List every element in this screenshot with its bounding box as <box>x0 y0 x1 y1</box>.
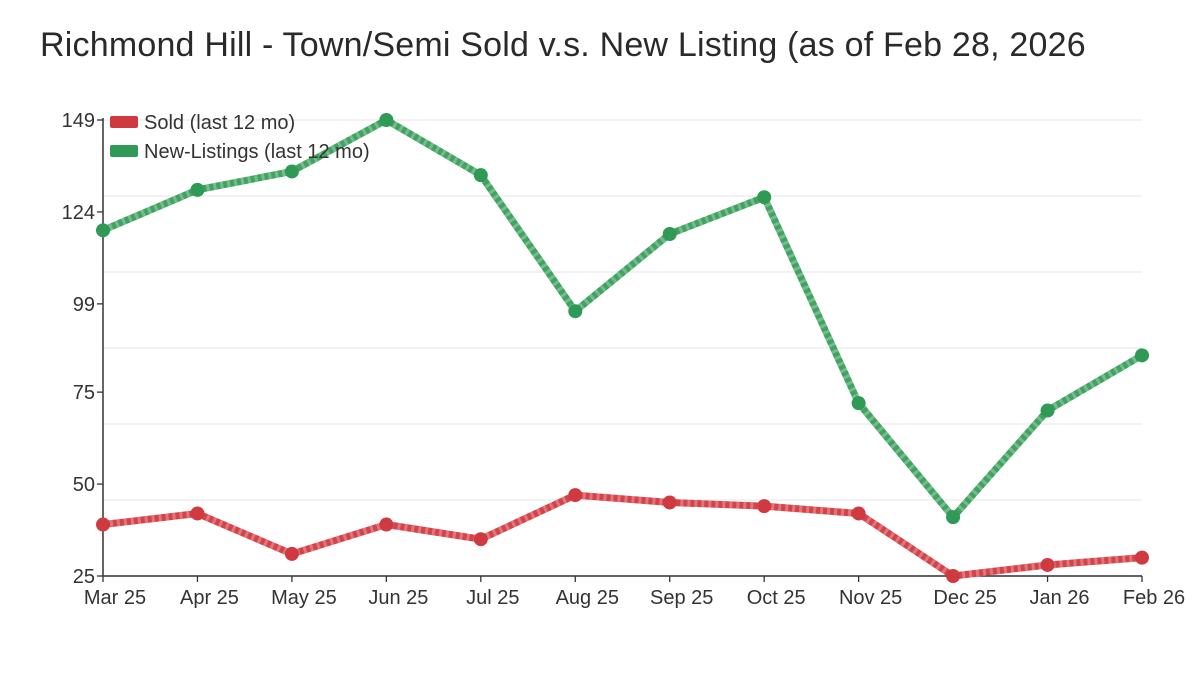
x-tick-label: Sep 25 <box>650 587 713 609</box>
x-axis: Mar 25 Apr 25 May 25 Jun 25 Jul 25 Aug 25 Sep … <box>84 576 1185 609</box>
data-point[interactable] <box>473 168 488 183</box>
legend-item[interactable]: Sold (last 12 mo) <box>110 112 295 134</box>
data-point[interactable] <box>284 546 299 561</box>
x-tick-label: Oct 25 <box>747 587 806 609</box>
x-tick-label: Aug 25 <box>556 587 619 609</box>
data-point[interactable] <box>1135 348 1149 363</box>
data-point[interactable] <box>1135 550 1149 565</box>
data-point[interactable] <box>851 396 866 411</box>
data-point[interactable] <box>662 495 677 510</box>
series-new-listings <box>96 113 1149 525</box>
x-tick-label: May 25 <box>271 587 337 609</box>
legend: Sold (last 12 mo) New-Listings (last 12 m… <box>110 112 370 163</box>
data-point[interactable] <box>379 113 394 127</box>
data-point[interactable] <box>1040 557 1055 572</box>
data-point[interactable] <box>284 164 299 179</box>
x-tick-label: Feb 26 <box>1123 587 1185 609</box>
data-point[interactable] <box>568 488 583 503</box>
x-tick-label: Jul 25 <box>466 587 519 609</box>
x-tick-label: Apr 25 <box>180 587 239 609</box>
series-line-stripes <box>102 491 1143 580</box>
series-line <box>99 116 1146 521</box>
legend-label[interactable]: Sold (last 12 mo) <box>144 112 295 134</box>
y-tick-label: 124 <box>62 202 95 224</box>
x-tick-label: Nov 25 <box>839 587 902 609</box>
data-point[interactable] <box>473 532 488 547</box>
x-tick-label: Jan 26 <box>1030 587 1090 609</box>
chart-title: Richmond Hill - Town/Semi Sold v.s. New … <box>40 26 1086 64</box>
data-point[interactable] <box>851 506 866 521</box>
data-point[interactable] <box>946 510 961 525</box>
y-axis: 149 124 99 75 50 25 <box>62 110 103 588</box>
gridlines <box>103 119 1142 577</box>
x-tick-label: Jun 25 <box>368 587 428 609</box>
data-point[interactable] <box>662 227 677 241</box>
data-point[interactable] <box>568 304 583 319</box>
legend-swatch <box>110 116 138 128</box>
x-tick-label: Mar 25 <box>84 587 146 609</box>
y-tick-label: 25 <box>73 566 95 588</box>
legend-swatch <box>110 145 138 157</box>
data-point[interactable] <box>96 223 110 238</box>
legend-label[interactable]: New-Listings (last 12 mo) <box>144 141 370 163</box>
series-line <box>99 491 1146 580</box>
data-point[interactable] <box>1040 403 1055 418</box>
legend-item[interactable]: New-Listings (last 12 mo) <box>110 141 370 163</box>
y-tick-label: 149 <box>62 110 95 132</box>
y-tick-label: 99 <box>73 294 95 316</box>
data-point[interactable] <box>190 182 205 197</box>
x-tick-label: Dec 25 <box>933 587 996 609</box>
data-point[interactable] <box>96 517 110 532</box>
data-point[interactable] <box>757 190 772 205</box>
data-point[interactable] <box>379 517 394 532</box>
series-sold <box>96 488 1149 583</box>
data-point[interactable] <box>757 499 772 514</box>
y-tick-label: 75 <box>73 382 95 404</box>
y-tick-label: 50 <box>73 474 95 496</box>
series-line-stripes <box>101 116 1144 521</box>
data-point[interactable] <box>190 506 205 521</box>
data-point[interactable] <box>946 569 961 583</box>
